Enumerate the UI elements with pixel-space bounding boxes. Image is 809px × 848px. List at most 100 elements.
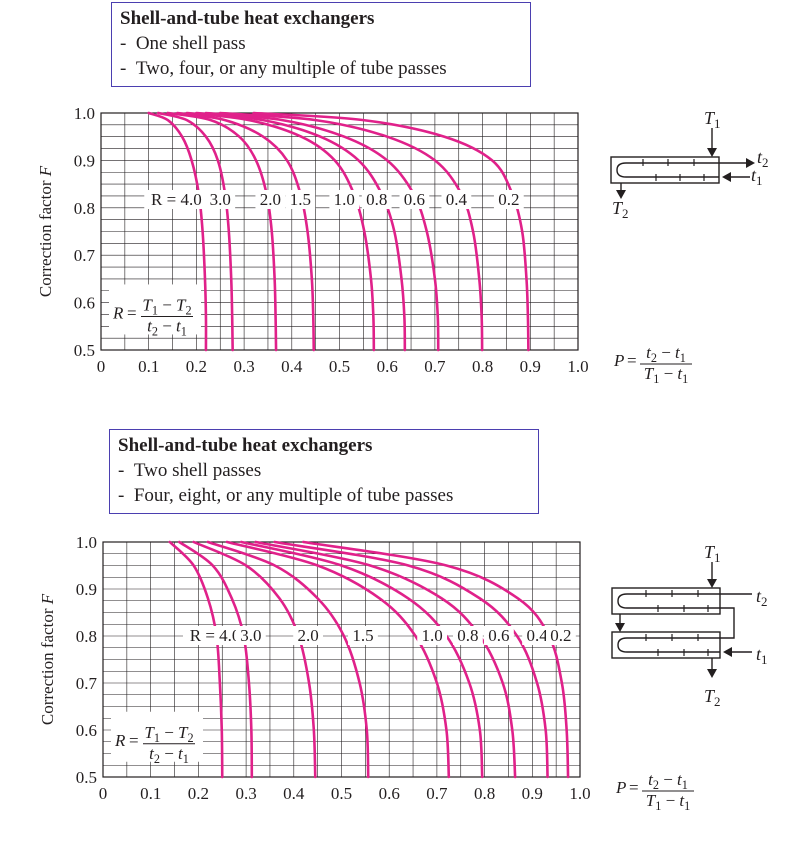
x-tick-label: 0.5: [331, 784, 352, 803]
series-label-bg: [144, 190, 209, 210]
caption-line-text: Four, eight, or any multiple of tube pas…: [133, 485, 454, 506]
series-label: 1.0: [334, 190, 355, 209]
x-tick-label: 0.6: [379, 784, 400, 803]
series-label-bg: [348, 625, 378, 645]
series-label: 0.6: [404, 190, 425, 209]
series-label: 1.5: [352, 626, 373, 645]
x-tick-label: 0.1: [138, 357, 159, 376]
series-label-bg: [453, 625, 483, 645]
lower-tube-u-bend: [617, 637, 720, 653]
series-label-bg: [522, 625, 552, 645]
series-label-bg: [205, 190, 236, 210]
label-T2: T2: [612, 198, 629, 221]
x-tick-label: 0.2: [186, 357, 207, 376]
x-tick-label: 0.7: [426, 784, 448, 803]
fraction-numerator: t2 − t1: [646, 343, 686, 365]
series-label-bg: [182, 625, 248, 645]
upper-shell-outline: [611, 587, 721, 615]
shell-outline: [610, 156, 720, 184]
upper-tube-u-bend: [617, 593, 720, 609]
series-label: 3.0: [240, 626, 261, 645]
caption-line-text: Two, four, or any multiple of tube passe…: [135, 58, 447, 79]
series-label: 0.2: [550, 626, 571, 645]
formula-bg: [111, 711, 203, 762]
label-t1: t1: [751, 165, 763, 188]
series-label: 0.6: [488, 626, 509, 645]
y-tick-label: 0.8: [74, 199, 95, 218]
fraction-denominator: T1 − t1: [644, 364, 689, 386]
y-tick-label: 0.7: [76, 674, 98, 693]
series-label-bg: [441, 190, 472, 210]
x-tick-label: 0.3: [233, 357, 254, 376]
x-tick-label: 0.9: [522, 784, 543, 803]
series-label-bg: [546, 625, 576, 645]
series-label-bg: [293, 625, 324, 645]
series-label: 0.8: [366, 190, 387, 209]
series-label-bg: [329, 190, 360, 210]
x-tick-label: 0.8: [472, 357, 493, 376]
p-formula-equals: =: [629, 778, 639, 797]
arrow-head: [723, 647, 732, 657]
x-tick-label: 0.9: [520, 357, 541, 376]
r-formula-lhs: R: [114, 731, 126, 750]
series-label: 0.4: [526, 626, 548, 645]
x-tick-label: 0.3: [235, 784, 256, 803]
caption-line: - One shell pass: [120, 33, 246, 54]
arrow-head: [707, 579, 717, 588]
y-tick-label: 0.9: [76, 580, 97, 599]
tube-u-bend: [616, 162, 719, 178]
p-formula-lhs: P: [613, 351, 624, 370]
correction-factor-chart-two-shell: 0 0.1 0.2 0.3 0.4 0.5 0.6 0.7 0.8 0.9 1.0 1.0 0.9 0.8…: [38, 533, 768, 813]
label-t2: t2: [756, 586, 768, 609]
label-T1: T1: [704, 108, 721, 131]
series-line-02: [302, 540, 570, 779]
caption-line-text: Two shell passes: [133, 460, 262, 481]
y-tick-label: 1.0: [76, 533, 97, 552]
arrow-head: [616, 190, 626, 199]
y-tick-label: 0.7: [74, 246, 96, 265]
series-label-bg: [484, 625, 514, 645]
fraction-numerator: t2 − t1: [648, 770, 688, 792]
fraction-numerator: T1 − T2: [142, 295, 191, 317]
chart-panel-one-shell: Shell-and-tube heat exchangers - One she…: [36, 2, 769, 386]
series-label: 0.4: [446, 190, 468, 209]
label-t2: t2: [757, 147, 769, 170]
series-label: R = 4.0: [190, 626, 241, 645]
label-T2: T2: [704, 686, 721, 709]
x-tick-label: 0.1: [140, 784, 161, 803]
formula-bg: [109, 284, 201, 335]
series-label: 3.0: [210, 190, 231, 209]
arrow-head: [746, 158, 755, 168]
series-line-10: [225, 540, 451, 779]
y-tick-label: 0.6: [76, 721, 97, 740]
fraction-denominator: T1 − t1: [646, 791, 691, 813]
r-formula-lhs: R: [112, 303, 124, 322]
x-tick-label: 1.0: [567, 357, 588, 376]
caption-title: Shell-and-tube heat exchangers: [120, 8, 375, 29]
x-tick-label: 0.2: [188, 784, 209, 803]
r-formula-equals: =: [129, 731, 139, 750]
label-t1: t1: [756, 644, 768, 667]
x-tick-label: 0.6: [377, 357, 398, 376]
x-tick-label: 0: [97, 357, 106, 376]
p-formula-lhs: P: [615, 778, 626, 797]
y-tick-label: 0.6: [74, 294, 95, 313]
series-line-02: [252, 111, 530, 352]
p-formula-equals: =: [627, 351, 637, 370]
series-line-15: [206, 540, 370, 779]
series-curves: [168, 540, 570, 779]
caption-title: Shell-and-tube heat exchangers: [118, 435, 373, 456]
series-label-bg: [255, 190, 286, 210]
fraction-numerator: T1 − T2: [144, 723, 193, 745]
series-label-bg: [361, 190, 392, 210]
series-label: 2.0: [260, 190, 281, 209]
series-label: 2.0: [297, 626, 318, 645]
chart-caption-box: Shell-and-tube heat exchangers - Two she…: [109, 429, 539, 514]
series-label-bg: [235, 625, 266, 645]
series-label: 1.0: [422, 626, 443, 645]
